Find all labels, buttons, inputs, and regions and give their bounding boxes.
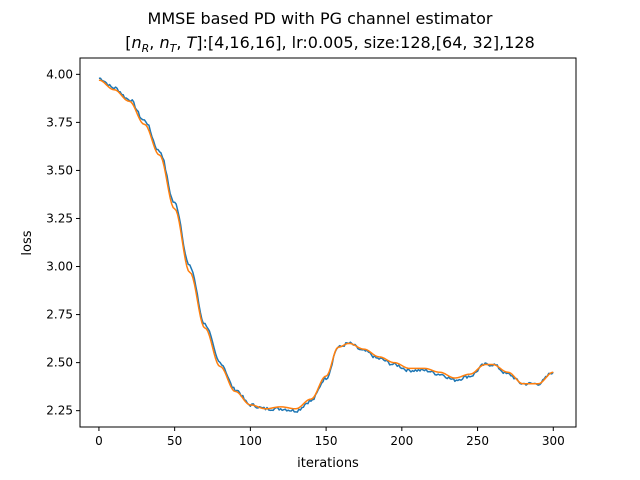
- chart-title: MMSE based PD with PG channel estimator: [148, 9, 493, 28]
- x-tick-label: 250: [466, 434, 489, 448]
- y-tick-label: 2.25: [46, 404, 73, 418]
- axes-frame: [79, 57, 577, 428]
- y-axis: 2.25 2.50 2.75 3.00 3.25 3.50 3.75 4.00: [46, 67, 80, 418]
- y-tick-label: 2.50: [46, 356, 73, 370]
- chart-subtitle: [nR, nT, T]:[4,16,16], lr:0.005, size:12…: [125, 33, 535, 55]
- y-tick-label: 3.50: [46, 163, 73, 177]
- y-tick-label: 3.00: [46, 260, 73, 274]
- x-axis-label: iterations: [297, 456, 359, 471]
- x-tick-label: 150: [315, 434, 338, 448]
- series-line-1: [98, 77, 554, 413]
- x-axis: 0 50 100 150 200 250 300: [95, 427, 565, 448]
- x-tick-label: 100: [239, 434, 262, 448]
- y-tick-label: 4.00: [46, 67, 73, 81]
- y-tick-label: 2.75: [46, 308, 73, 322]
- x-tick-label: 50: [167, 434, 182, 448]
- y-tick-label: 3.25: [46, 211, 73, 225]
- y-axis-label: loss: [20, 230, 35, 255]
- y-tick-label: 3.75: [46, 115, 73, 129]
- series-line-2: [98, 79, 554, 410]
- x-tick-label: 300: [542, 434, 565, 448]
- x-tick-label: 0: [95, 434, 103, 448]
- plot-area: [98, 77, 554, 413]
- x-tick-label: 200: [390, 434, 413, 448]
